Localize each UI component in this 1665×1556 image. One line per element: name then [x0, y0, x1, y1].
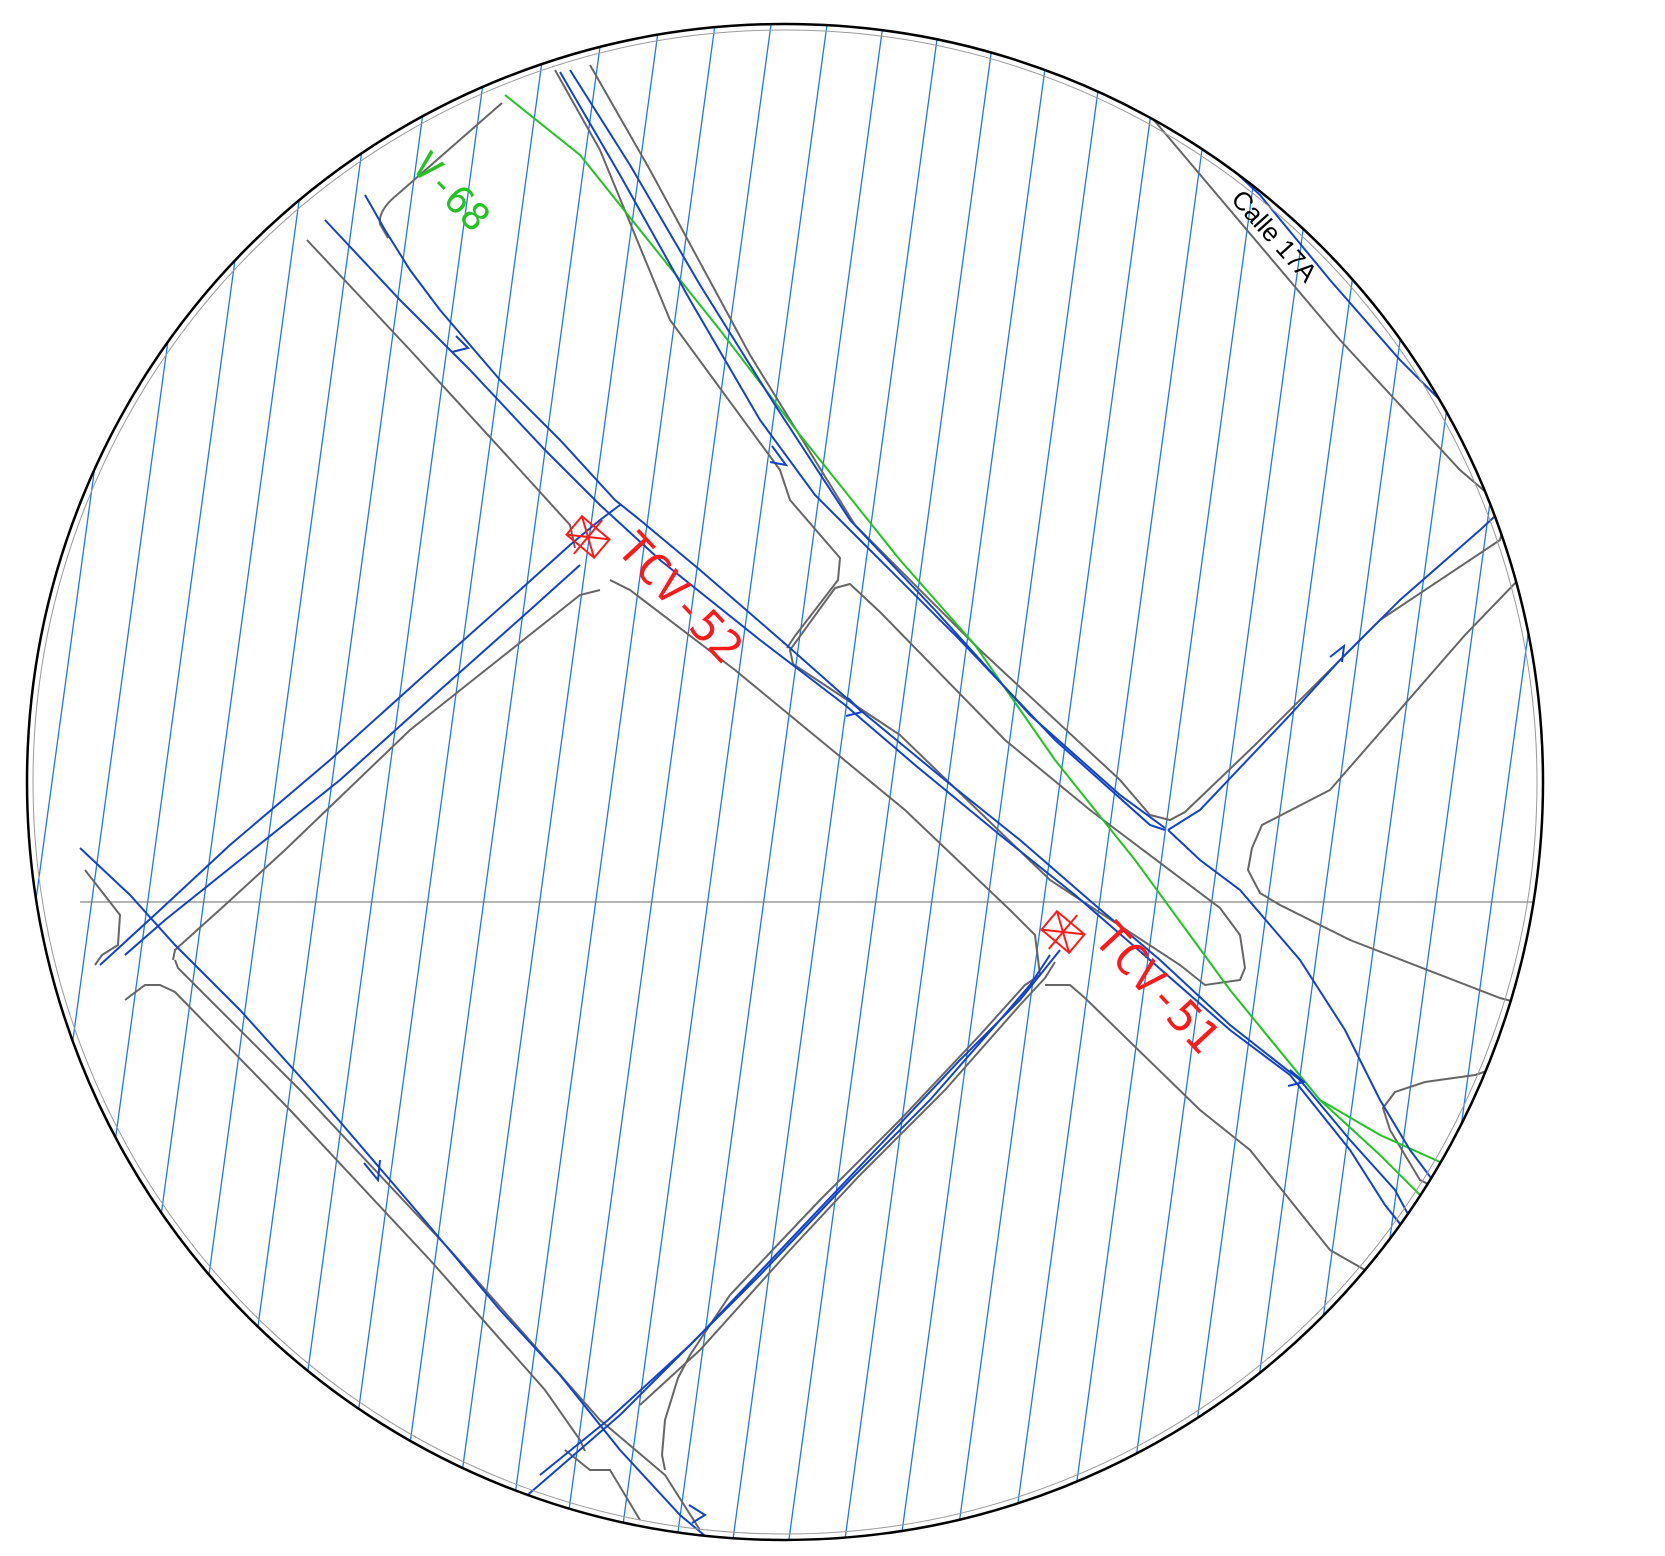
arrow-icon	[363, 1159, 381, 1183]
arrow-icon	[1166, 101, 1185, 119]
hatch-line	[27, 24, 47, 1540]
valve-label-tcv-51: TCV-51	[1084, 913, 1230, 1064]
road-edge	[172, 589, 601, 961]
route-line	[324, 219, 1426, 1256]
hatch-line	[730, 24, 943, 1540]
route-line	[99, 504, 621, 966]
hatch-line	[1346, 24, 1543, 1540]
hatch-line	[27, 24, 103, 1540]
arrow-icon	[451, 335, 470, 353]
hatch-line	[226, 24, 439, 1540]
hatch-line	[450, 24, 663, 1540]
hatch-line	[27, 24, 215, 1540]
route-line	[1167, 469, 1543, 831]
arrow-icon	[1287, 1069, 1307, 1087]
hatch-line	[1010, 24, 1223, 1540]
hatch-line	[842, 24, 1055, 1540]
arrow-icon	[769, 445, 789, 467]
road-edge	[554, 69, 842, 649]
road-edge	[124, 984, 586, 1452]
pipeline-line	[504, 94, 1451, 1226]
route-line	[79, 847, 711, 1540]
arrow-icon	[845, 697, 864, 717]
route-line	[509, 949, 1061, 1511]
route-line	[559, 71, 1166, 831]
hatch-line	[1122, 24, 1335, 1540]
hatch-line	[1066, 24, 1279, 1540]
road-edge	[84, 869, 122, 966]
arrow-icon	[1329, 643, 1346, 663]
hatch-line	[58, 24, 271, 1540]
hatch-line	[282, 24, 495, 1540]
road-edge	[378, 102, 503, 239]
hatch-line	[1627, 0, 1665, 1551]
road-edge	[788, 582, 1247, 987]
hatch-line	[338, 24, 551, 1540]
hatch-line	[562, 24, 775, 1540]
valve-icon[interactable]	[1035, 904, 1091, 961]
pipeline-label: V-68	[404, 144, 499, 240]
routes	[79, 54, 1543, 1540]
hatch-line	[954, 24, 1167, 1540]
hatch-line	[1514, 24, 1543, 1540]
road-edge	[589, 64, 1507, 822]
valves	[560, 509, 1091, 961]
hatch-line	[1290, 24, 1503, 1540]
arrow-icon	[688, 1504, 707, 1524]
road-edge	[639, 961, 1056, 1406]
road-edge	[1381, 1058, 1543, 1191]
road-edges	[84, 64, 1543, 1531]
viewport-frame	[25, 22, 1545, 1542]
hatch-line	[898, 24, 1111, 1540]
road-edge	[306, 239, 576, 549]
hatch-line	[674, 24, 887, 1540]
route-line	[124, 564, 581, 956]
hatch-line	[786, 24, 999, 1540]
route-line	[1167, 829, 1441, 1191]
valve-icon[interactable]	[560, 509, 616, 566]
hatch-line	[114, 24, 327, 1540]
route-line	[539, 954, 1051, 1476]
route-line	[1107, 54, 1543, 546]
hatch-line	[27, 24, 159, 1540]
flow-arrows	[363, 101, 1346, 1524]
road-edge	[609, 579, 1041, 976]
viewport-inner-ring	[32, 29, 1538, 1535]
hatch-line	[1402, 24, 1543, 1540]
hatch-line	[1458, 24, 1543, 1540]
route-line	[364, 194, 1431, 1256]
road-edge	[1045, 984, 1401, 1291]
road-edge	[564, 1449, 641, 1521]
hatch-line	[506, 24, 719, 1540]
hatch-line	[170, 24, 383, 1540]
street-label: Calle 17A	[1226, 184, 1324, 288]
pipeline	[504, 94, 1481, 1226]
valve-label-tcv-52: TCV-52	[607, 523, 753, 674]
hatch-line	[1571, 0, 1665, 1551]
hatch-line	[618, 24, 831, 1540]
road-edge	[660, 974, 1041, 1471]
hatch-line	[394, 24, 607, 1540]
route-line	[569, 69, 1166, 829]
